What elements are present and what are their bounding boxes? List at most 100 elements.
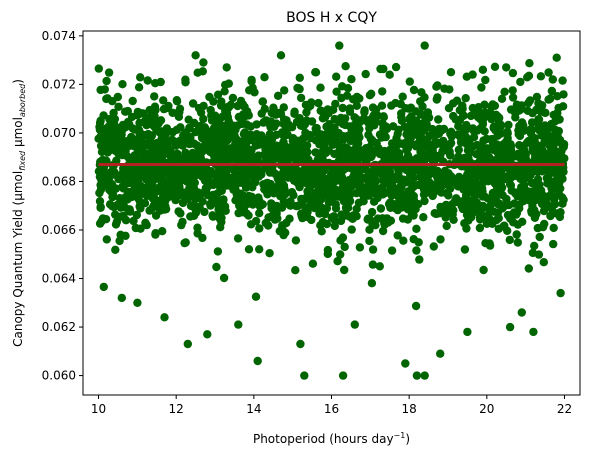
- scatter-point: [536, 107, 546, 116]
- scatter-point: [409, 182, 419, 191]
- scatter-point: [322, 122, 331, 131]
- scatter-point: [311, 124, 320, 133]
- scatter-point: [386, 183, 396, 193]
- scatter-point: [552, 53, 561, 62]
- scatter-point: [255, 196, 264, 206]
- scatter-point: [549, 195, 559, 204]
- scatter-point: [302, 141, 312, 150]
- y-tick-label: 0.062: [42, 320, 76, 334]
- scatter-point: [97, 147, 107, 157]
- scatter-point: [104, 172, 114, 181]
- scatter-point: [489, 124, 498, 133]
- x-tick-label: 18: [402, 402, 417, 416]
- scatter-point: [444, 104, 454, 113]
- scatter-point: [430, 209, 439, 218]
- scatter-point: [213, 90, 223, 99]
- scatter-point: [513, 191, 522, 200]
- scatter-point: [151, 105, 160, 115]
- scatter-point: [258, 139, 268, 148]
- scatter-point: [327, 213, 336, 222]
- scatter-point: [248, 83, 257, 93]
- scatter-point: [147, 192, 157, 202]
- scatter-point: [553, 92, 562, 101]
- scatter-point: [314, 98, 323, 108]
- scatter-point: [306, 101, 315, 111]
- scatter-point: [539, 192, 549, 201]
- scatter-point: [199, 114, 208, 124]
- scatter-point: [532, 92, 542, 102]
- scatter-point: [549, 239, 558, 249]
- scatter-point: [103, 127, 113, 136]
- scatter-point: [350, 320, 359, 329]
- scatter-point: [228, 93, 238, 103]
- scatter-point: [409, 211, 418, 220]
- scatter-point: [399, 236, 408, 245]
- scatter-point: [530, 206, 539, 215]
- scatter-point: [280, 86, 289, 95]
- scatter-point: [136, 73, 145, 82]
- scatter-point: [206, 105, 215, 115]
- scatter-point: [435, 154, 445, 163]
- scatter-point: [535, 145, 544, 154]
- scatter-point: [284, 154, 293, 163]
- scatter-point: [461, 94, 470, 103]
- scatter-point: [309, 170, 318, 180]
- scatter-point: [200, 207, 209, 217]
- scatter-point: [265, 168, 275, 177]
- scatter-point: [508, 68, 518, 78]
- scatter-point: [324, 146, 333, 155]
- scatter-point: [529, 327, 538, 337]
- scatter-point: [184, 115, 193, 124]
- scatter-point: [278, 221, 287, 230]
- scatter-point: [193, 68, 202, 77]
- scatter-point: [285, 214, 294, 223]
- scatter-point: [523, 167, 532, 177]
- scatter-point: [489, 188, 498, 197]
- scatter-point: [151, 229, 160, 238]
- scatter-point: [539, 258, 548, 267]
- scatter-point: [296, 93, 306, 103]
- scatter-point: [454, 145, 463, 154]
- y-axis-label-close: ): [11, 79, 25, 84]
- scatter-point: [133, 298, 142, 307]
- y-axis: 0.060 0.062 0.064 0.066 0.068 0.070 0.072 0.074: [42, 29, 83, 383]
- scatter-point: [121, 231, 130, 240]
- scatter-point: [245, 155, 255, 164]
- scatter-point: [209, 190, 218, 200]
- y-axis-label-main: Canopy Quantum Yield (μmol: [11, 171, 25, 347]
- scatter-point: [255, 224, 264, 233]
- scatter-point: [480, 127, 489, 136]
- scatter-point: [216, 146, 225, 155]
- scatter-point: [378, 171, 388, 181]
- scatter-point: [360, 108, 369, 117]
- scatter-point: [127, 112, 137, 122]
- scatter-point: [365, 142, 374, 152]
- scatter-point: [377, 133, 386, 142]
- scatter-point: [378, 119, 387, 128]
- scatter-point: [315, 140, 324, 149]
- scatter-point: [149, 201, 159, 210]
- scatter-point: [467, 188, 476, 197]
- scatter-point: [355, 243, 365, 252]
- scatter-point: [341, 61, 350, 71]
- scatter-point: [106, 145, 115, 154]
- scatter-point: [111, 184, 121, 193]
- scatter-point: [340, 120, 350, 130]
- scatter-point: [266, 185, 276, 194]
- scatter-point: [218, 165, 228, 174]
- scatter-point: [361, 69, 370, 79]
- scatter-point: [276, 171, 285, 181]
- x-tick-label: 22: [557, 402, 572, 416]
- scatter-point: [152, 119, 161, 128]
- scatter-point: [247, 75, 256, 85]
- scatter-point: [317, 130, 326, 139]
- scatter-point: [294, 136, 303, 145]
- scatter-point: [336, 216, 346, 226]
- scatter-point: [387, 246, 397, 255]
- scatter-point: [320, 113, 330, 122]
- scatter-point: [362, 183, 371, 192]
- scatter-point: [276, 152, 285, 162]
- scatter-point: [209, 151, 218, 160]
- scatter-point: [534, 99, 543, 108]
- scatter-point: [206, 199, 215, 209]
